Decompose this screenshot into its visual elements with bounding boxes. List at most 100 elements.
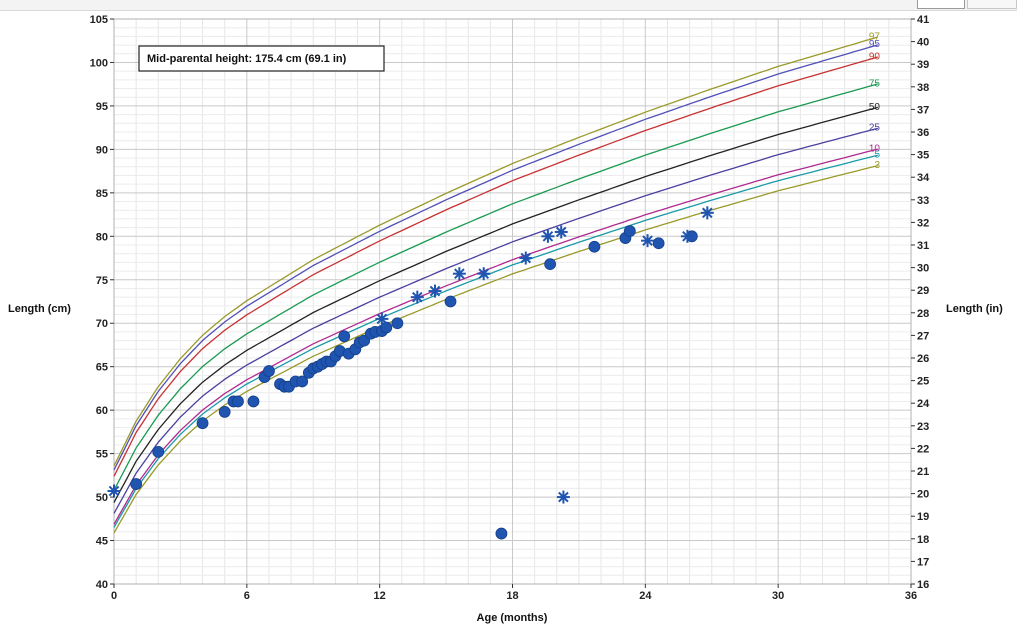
major-grid [113,18,912,585]
percentile-label-90: 90 [869,51,881,62]
mid-parental-note-text: Mid-parental height: 175.4 cm (69.1 in) [147,53,347,65]
y-tick-label-left: 45 [96,536,108,548]
y-tick-label-right: 24 [917,398,930,410]
percentile-curve-95 [113,44,878,471]
measurement-asterisk[interactable] [428,284,442,298]
measurement-dot[interactable] [152,445,165,458]
x-tick-label: 18 [506,590,518,602]
measurement-dot[interactable] [623,225,636,237]
y-tick-label-right: 30 [917,263,929,275]
y-tick-label-right: 23 [917,421,929,433]
x-axis-label: Age (months) [477,612,548,624]
y-tick-label-left: 90 [96,144,108,156]
percentile-curve-90 [113,56,878,477]
y-tick-label-right: 36 [917,127,929,139]
y-tick-label-left: 100 [90,57,108,69]
y-tick-label-left: 50 [96,492,108,504]
measurement-asterisk[interactable] [554,225,568,239]
y-tick-label-left: 95 [96,101,108,113]
y-tick-label-right: 28 [917,308,929,320]
y-tick-label-left: 40 [96,579,108,591]
percentile-curve-97 [113,36,878,467]
measurement-points [107,206,714,540]
x-tick-label: 36 [905,590,917,602]
measurement-dot[interactable] [263,365,275,377]
measurement-asterisk[interactable] [541,229,555,243]
y-tick-label-left: 105 [90,14,108,26]
measurement-dot[interactable] [391,317,404,330]
x-tick-label: 12 [374,590,386,602]
percentile-label-95: 95 [869,39,881,50]
measurement-dot[interactable] [232,395,244,408]
y-tick-label-left: 65 [96,362,108,374]
percentile-curve-25 [113,127,878,514]
measurement-asterisk[interactable] [410,290,424,304]
measurement-dot[interactable] [652,237,665,250]
y-tick-label-left: 85 [96,188,108,200]
y-tick-label-left: 70 [96,318,108,330]
y-tick-label-right: 25 [917,376,929,388]
x-tick-label: 0 [111,590,117,602]
measurement-asterisk[interactable] [519,251,533,265]
measurement-dot[interactable] [296,375,309,388]
y-tick-label-right: 16 [917,579,929,591]
percentile-curve-3 [113,164,878,534]
y-tick-label-right: 29 [917,285,929,297]
percentile-curve-5 [113,154,878,528]
measurement-dot[interactable] [338,330,351,343]
measurement-dot[interactable] [544,258,557,271]
x-tick-label: 6 [244,590,250,602]
y-tick-label-right: 37 [917,104,929,116]
measurement-dot[interactable] [218,405,231,418]
percentile-label-5: 5 [874,150,880,161]
measurement-asterisk[interactable] [680,229,694,243]
y-tick-label-right: 35 [917,150,929,162]
y-tick-label-right: 32 [917,217,929,229]
measurement-dot[interactable] [196,417,209,430]
measurement-asterisk[interactable] [477,267,491,281]
y-tick-label-right: 21 [917,466,929,478]
percentile-curve-50 [113,106,878,503]
toolbar-button[interactable] [917,0,965,9]
y-axis-label-left: Length (cm) [8,303,71,315]
y-tick-label-right: 34 [917,172,930,184]
measurement-asterisk[interactable] [452,267,466,281]
y-tick-label-right: 27 [917,330,929,342]
y-tick-label-right: 20 [917,489,929,501]
y-tick-label-right: 17 [917,556,929,568]
y-axis-label-right: Length (in) [946,303,1003,315]
percentile-label-10: 10 [869,144,881,155]
measurement-asterisk[interactable] [107,484,121,498]
measurement-dot[interactable] [444,295,457,308]
percentile-curve-75 [113,83,878,491]
y-tick-label-right: 18 [917,534,929,546]
y-tick-label-right: 39 [917,59,929,71]
y-tick-label-right: 31 [917,240,929,252]
y-tick-label-left: 75 [96,275,108,287]
x-tick-label: 30 [772,590,784,602]
measurement-asterisk[interactable] [375,312,389,326]
y-tick-label-right: 26 [917,353,929,365]
y-tick-label-right: 33 [917,195,929,207]
percentile-curve-10 [113,148,878,525]
measurement-asterisk[interactable] [641,234,655,248]
percentile-label-50: 50 [869,102,881,113]
y-tick-label-right: 19 [917,511,929,523]
y-tick-label-left: 80 [96,231,108,243]
y-tick-label-left: 60 [96,405,108,417]
measurement-asterisk[interactable] [700,206,714,220]
y-tick-label-right: 38 [917,82,929,94]
percentile-curves [113,36,878,534]
y-tick-label-right: 41 [917,14,929,26]
measurement-dot[interactable] [130,478,143,490]
measurement-dot[interactable] [495,527,508,540]
y-tick-label-right: 40 [917,37,929,49]
percentile-label-97: 97 [869,31,881,42]
percentile-label-25: 25 [869,123,881,134]
mid-parental-note: Mid-parental height: 175.4 cm (69.1 in) [138,45,385,72]
percentile-label-75: 75 [869,78,881,89]
measurement-asterisk[interactable] [556,490,570,504]
measurement-dot[interactable] [247,395,260,408]
measurement-dot[interactable] [588,240,601,253]
